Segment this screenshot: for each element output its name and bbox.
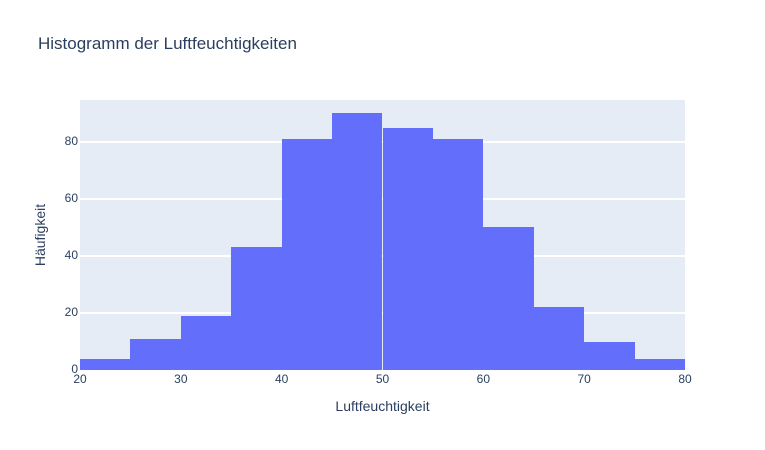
histogram-bar[interactable] xyxy=(130,338,181,370)
plot-area xyxy=(80,100,685,370)
histogram-bar[interactable] xyxy=(584,341,635,370)
histogram-bar[interactable] xyxy=(231,247,282,370)
x-tick-label: 40 xyxy=(274,372,289,386)
histogram-bar[interactable] xyxy=(281,139,333,370)
histogram-bar[interactable] xyxy=(483,227,534,370)
x-tick-label: 80 xyxy=(678,372,692,386)
y-tick-label: 40 xyxy=(64,247,78,262)
y-tick-label: 0 xyxy=(71,362,78,376)
x-tick-label: 20 xyxy=(73,372,87,386)
histogram-bar[interactable] xyxy=(332,113,383,370)
x-tick-label: 60 xyxy=(476,372,490,386)
x-axis-label: Luftfeuchtigkeit xyxy=(335,398,430,414)
histogram-bar[interactable] xyxy=(80,358,131,370)
histogram-bar[interactable] xyxy=(432,139,484,370)
histogram-bar[interactable] xyxy=(180,315,232,370)
x-tick-label: 70 xyxy=(577,372,591,386)
y-tick-label: 80 xyxy=(64,133,78,148)
histogram-bar[interactable] xyxy=(634,358,685,370)
x-tick-label: 30 xyxy=(174,372,188,386)
chart-title: Histogramm der Luftfeuchtigkeiten xyxy=(38,34,297,53)
histogram-bar[interactable] xyxy=(533,307,585,370)
y-axis-label: Häufigkeit xyxy=(32,203,48,267)
x-tick-label: 50 xyxy=(375,372,390,386)
y-tick-label: 20 xyxy=(64,304,78,319)
y-tick-label: 60 xyxy=(64,190,78,205)
histogram-bar[interactable] xyxy=(382,127,433,370)
